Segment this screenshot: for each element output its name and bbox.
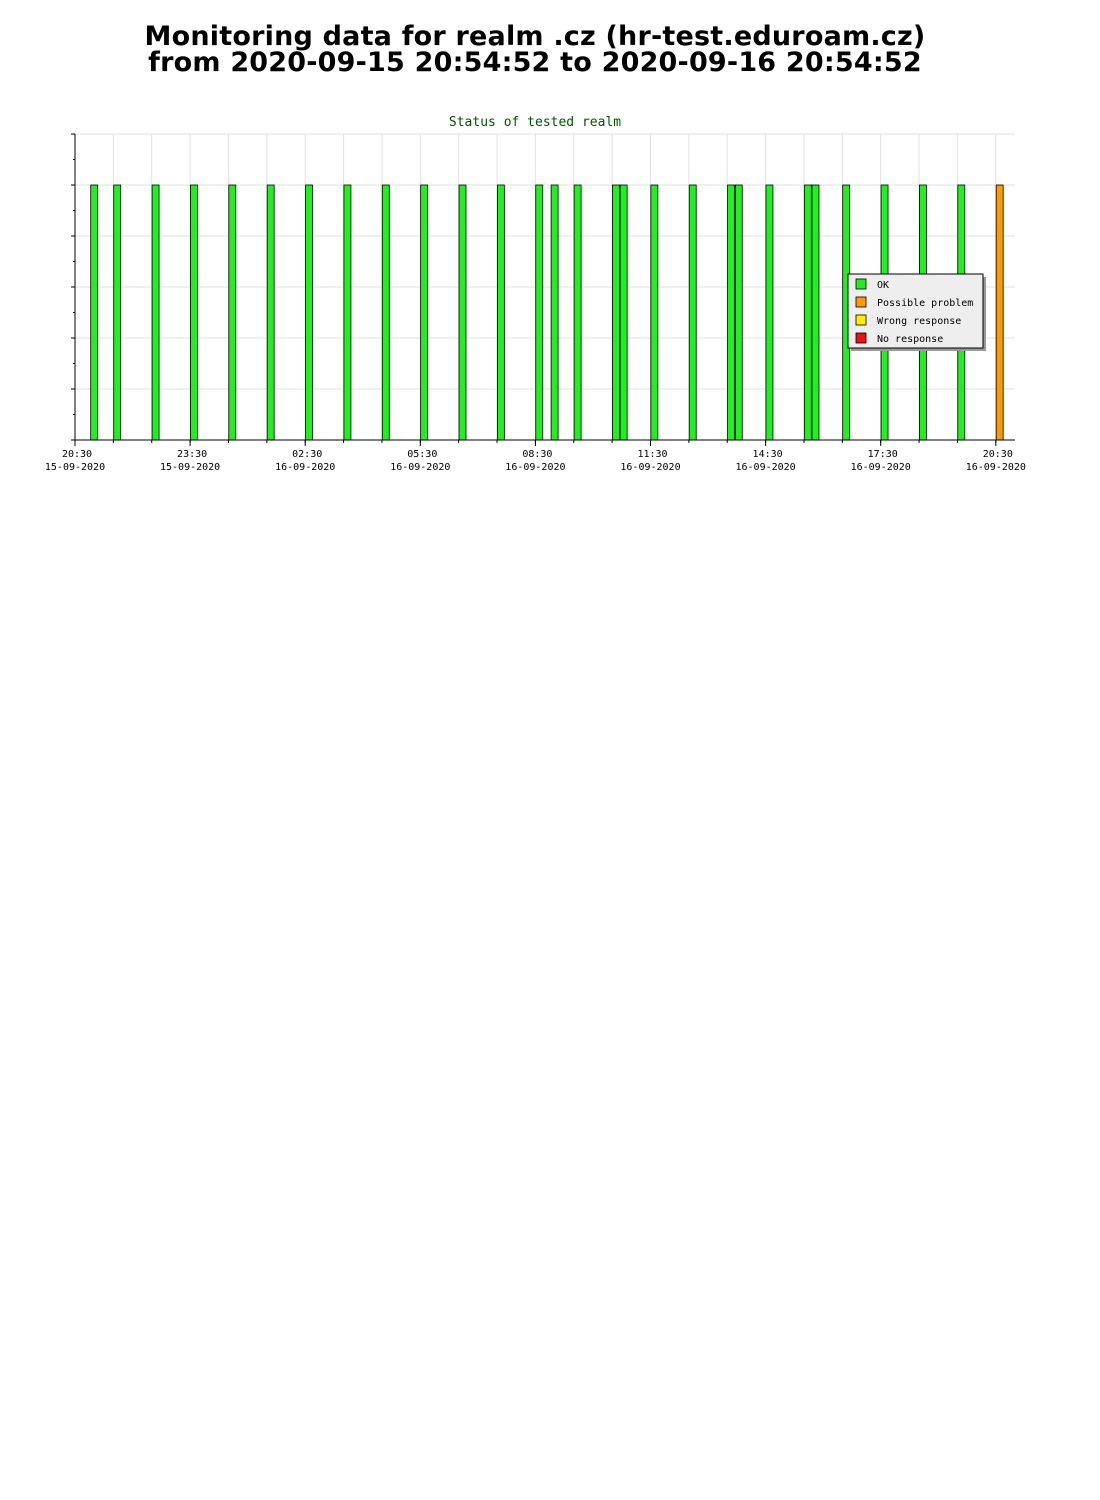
x-tick-time: 08:30 (522, 449, 552, 460)
legend-label: OK (877, 280, 889, 291)
x-tick-date: 16-09-2020 (505, 462, 565, 473)
bar (381, 184, 390, 441)
bar (343, 184, 352, 441)
bar (228, 184, 237, 441)
x-tick-date: 16-09-2020 (736, 462, 796, 473)
legend-label: Possible problem (877, 298, 973, 309)
x-tick-time: 14:30 (753, 449, 783, 460)
bar (688, 184, 697, 441)
x-tick-time: 23:30 (177, 449, 207, 460)
bar (550, 184, 559, 441)
x-tick-date: 16-09-2020 (275, 462, 335, 473)
bar (734, 184, 743, 441)
page-title: Monitoring data for realm .cz (hr-test.e… (0, 21, 1070, 78)
bar (573, 184, 582, 441)
bar (612, 184, 620, 441)
legend-swatch (855, 332, 867, 344)
x-tick-date: 16-09-2020 (620, 462, 680, 473)
bar (420, 184, 429, 441)
legend-swatch (855, 278, 867, 290)
bar (190, 184, 198, 441)
bar (727, 184, 735, 441)
bar (995, 184, 1004, 441)
x-tick-date: 15-09-2020 (45, 462, 105, 473)
bar (266, 184, 275, 441)
bar (151, 184, 160, 441)
x-tick-time: 11:30 (637, 449, 667, 460)
legend-swatch (855, 314, 867, 326)
bar (619, 184, 628, 441)
bar (458, 184, 467, 441)
bar (811, 184, 820, 441)
legend-label: No response (877, 334, 943, 345)
x-axis-labels: 20:30 15-09-2020 23:30 15-09-2020 02:30 16-09… (45, 449, 1026, 473)
x-tick-time: 20:30 (62, 449, 92, 460)
bar (765, 184, 774, 441)
x-tick-time: 17:30 (868, 449, 898, 460)
status-chart: Status of tested realm 20:30 15-09-2020 23… (45, 115, 1026, 473)
chart-title: Status of tested realm (449, 115, 621, 130)
chart-axes (71, 133, 1015, 446)
title-line-1: Monitoring data for realm .cz (hr-test.e… (144, 21, 926, 52)
chart-legend: OK Possible problem Wrong response No respo… (847, 273, 986, 351)
x-tick-date: 15-09-2020 (160, 462, 220, 473)
x-tick-date: 16-09-2020 (390, 462, 450, 473)
bar (496, 184, 505, 441)
legend-swatch (855, 296, 867, 308)
bar (90, 184, 99, 441)
bar (113, 184, 122, 441)
x-tick-time: 02:30 (292, 449, 322, 460)
x-tick-date: 16-09-2020 (851, 462, 911, 473)
x-tick-date: 16-09-2020 (966, 462, 1026, 473)
bar (650, 184, 659, 441)
x-tick-time: 05:30 (407, 449, 437, 460)
bar (305, 184, 313, 441)
x-tick-time: 20:30 (983, 449, 1013, 460)
title-line-2: from 2020-09-15 20:54:52 to 2020-09-16 2… (148, 47, 922, 78)
bar (535, 184, 544, 441)
bar (803, 184, 812, 441)
legend-box (847, 273, 984, 349)
legend-label: Wrong response (877, 316, 961, 327)
